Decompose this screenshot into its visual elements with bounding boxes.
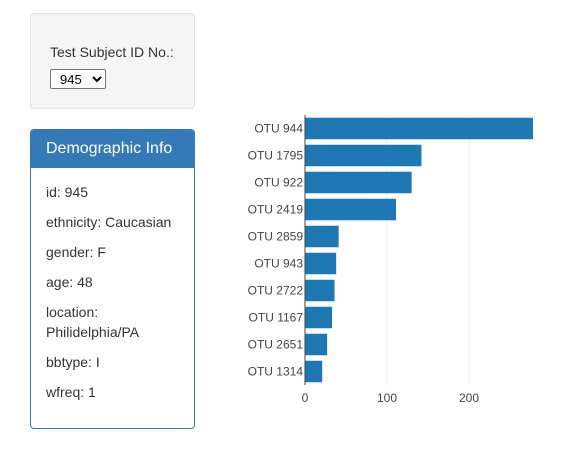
x-tick-label: 0 [302, 391, 309, 405]
category-label: OTU 1314 [248, 365, 304, 379]
bar-otu-2419[interactable] [305, 198, 397, 221]
category-label: OTU 944 [254, 122, 303, 136]
bar-otu-943[interactable] [305, 252, 337, 275]
demographic-info-title: Demographic Info [31, 130, 194, 168]
demo-bbtype: bbtype: I [46, 354, 100, 370]
demo-location-value: Philidelphia/PA [46, 324, 140, 340]
demo-age: age: 48 [46, 274, 93, 290]
category-label: OTU 943 [254, 257, 303, 271]
category-label: OTU 922 [254, 176, 303, 190]
x-tick-label: 200 [459, 391, 479, 405]
demo-ethnicity: ethnicity: Caucasian [46, 214, 172, 230]
bar-otu-2651[interactable] [305, 333, 328, 356]
bar-otu-2859[interactable] [305, 225, 339, 248]
demographic-info-panel: Demographic Info id: 945 ethnicity: Cauc… [30, 129, 195, 429]
category-label: OTU 2419 [248, 203, 304, 217]
bar-otu-944[interactable] [305, 117, 533, 140]
bar-otu-2722[interactable] [305, 279, 335, 302]
category-label: OTU 1795 [248, 149, 304, 163]
demo-wfreq: wfreq: 1 [46, 384, 96, 400]
subject-select-label: Test Subject ID No.: [50, 44, 174, 60]
subject-select-well: Test Subject ID No.: 945 [30, 13, 195, 109]
demo-gender: gender: F [46, 244, 106, 260]
bar-otu-1167[interactable] [305, 306, 333, 329]
bar-otu-1795[interactable] [305, 144, 422, 167]
demo-location-label: location: [46, 304, 99, 320]
category-label: OTU 2859 [248, 230, 304, 244]
x-tick-label: 100 [377, 391, 397, 405]
subject-id-select[interactable]: 945 [50, 69, 106, 89]
otu-bar-chart: OTU 944 OTU 1795 OTU 922 OTU 2419 OTU 2859 OT… [248, 115, 533, 405]
bar-otu-1314[interactable] [305, 360, 323, 383]
category-label: OTU 2651 [248, 338, 304, 352]
category-label: OTU 1167 [249, 311, 304, 325]
bar-otu-922[interactable] [305, 171, 412, 194]
demo-id: id: 945 [46, 184, 89, 200]
category-label: OTU 2722 [248, 284, 304, 298]
